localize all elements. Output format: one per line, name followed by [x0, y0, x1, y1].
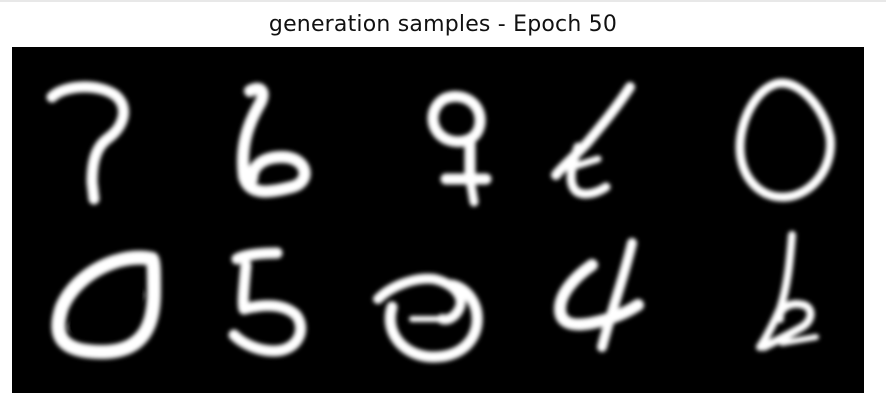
top-divider: [0, 0, 886, 2]
digit-sample-r2c4: [554, 238, 644, 352]
digit-sample-r2c5: [756, 231, 819, 351]
digit-sample-r2c3: [373, 273, 483, 363]
digit-sample-r1c2: [237, 82, 311, 198]
digit-sample-r1c5: [735, 78, 835, 202]
digit-sample-r1c4: [551, 82, 635, 199]
digit-sample-r2c1: [51, 250, 161, 359]
figure-title: generation samples - Epoch 50: [268, 12, 618, 37]
samples-image: [12, 47, 864, 393]
digit-sample-r1c3: [427, 91, 492, 207]
digit-sample-r2c2: [228, 247, 307, 357]
digit-sample-r1c1: [46, 81, 130, 205]
